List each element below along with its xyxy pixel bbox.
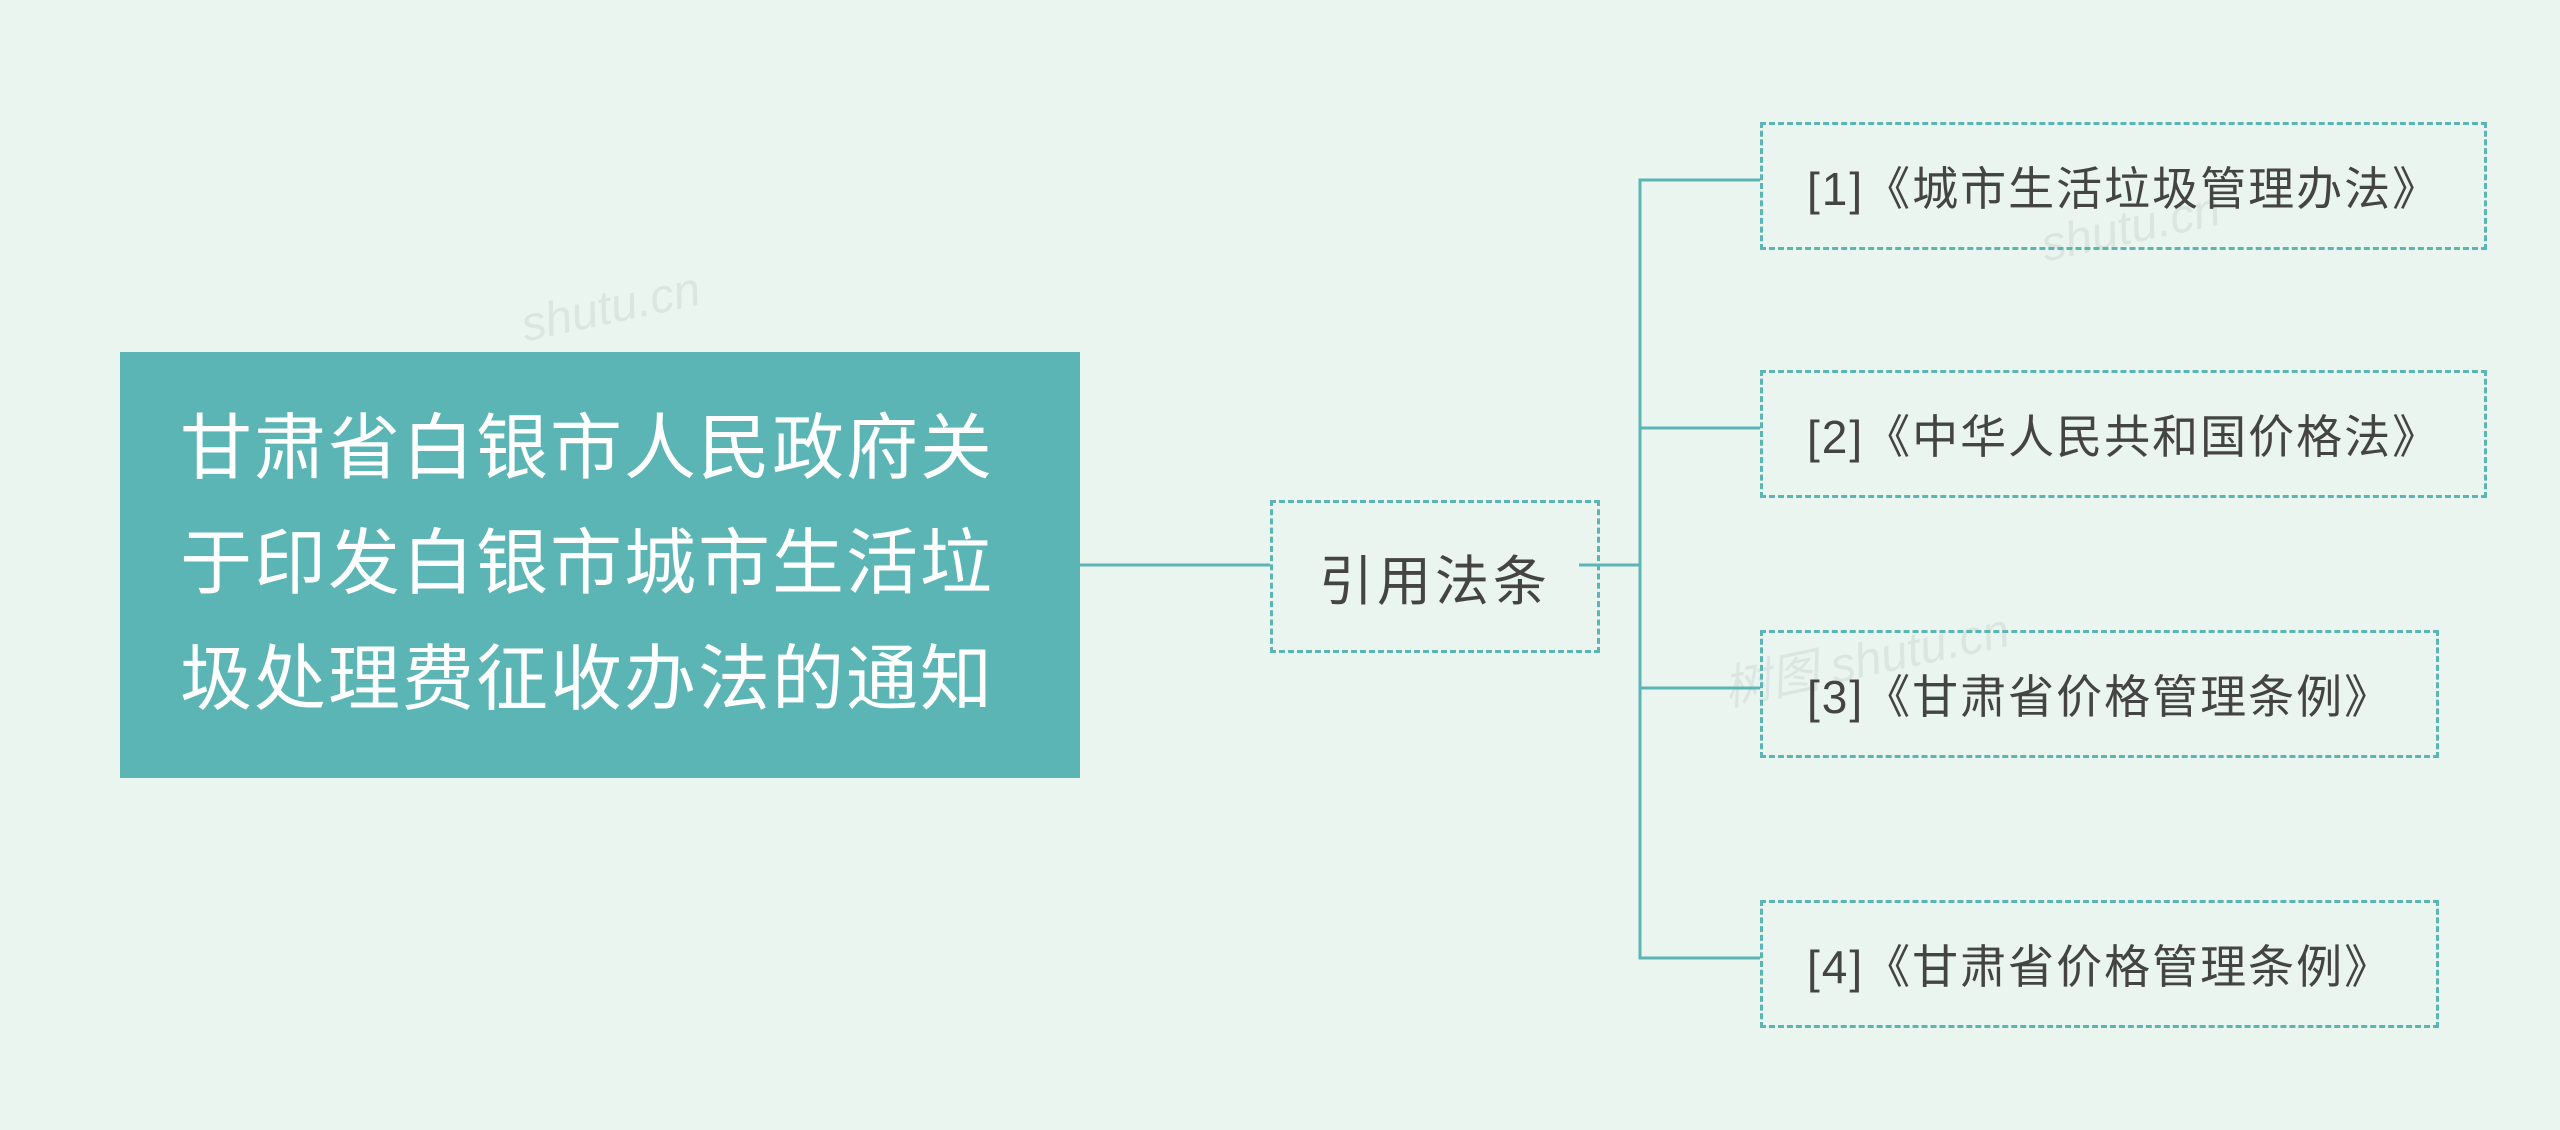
edge-branch-leaf4 bbox=[1579, 565, 1760, 958]
edge-branch-leaf1 bbox=[1579, 180, 1760, 565]
leaf-label: [3]《甘肃省价格管理条例》 bbox=[1807, 671, 2392, 723]
leaf-label: [2]《中华人民共和国价格法》 bbox=[1807, 411, 2440, 463]
edge-branch-leaf2 bbox=[1579, 428, 1760, 565]
branch-node[interactable]: 引用法条 bbox=[1270, 500, 1600, 653]
watermark: shutu.cn bbox=[516, 262, 705, 354]
leaf-node-1[interactable]: [1]《城市生活垃圾管理办法》 bbox=[1760, 122, 2487, 250]
leaf-node-4[interactable]: [4]《甘肃省价格管理条例》 bbox=[1760, 900, 2439, 1028]
root-label: 甘肃省白银市人民政府关于印发白银市城市生活垃圾处理费征收办法的通知 bbox=[180, 392, 1020, 738]
root-node[interactable]: 甘肃省白银市人民政府关于印发白银市城市生活垃圾处理费征收办法的通知 bbox=[120, 352, 1080, 778]
branch-label: 引用法条 bbox=[1319, 552, 1551, 612]
leaf-label: [1]《城市生活垃圾管理办法》 bbox=[1807, 163, 2440, 215]
leaf-node-2[interactable]: [2]《中华人民共和国价格法》 bbox=[1760, 370, 2487, 498]
mindmap-container: shutu.cn 树图 shutu.cn shutu.cn 树图 shutu.c… bbox=[0, 0, 2560, 1130]
edge-branch-leaf3 bbox=[1579, 565, 1760, 688]
leaf-node-3[interactable]: [3]《甘肃省价格管理条例》 bbox=[1760, 630, 2439, 758]
leaf-label: [4]《甘肃省价格管理条例》 bbox=[1807, 941, 2392, 993]
